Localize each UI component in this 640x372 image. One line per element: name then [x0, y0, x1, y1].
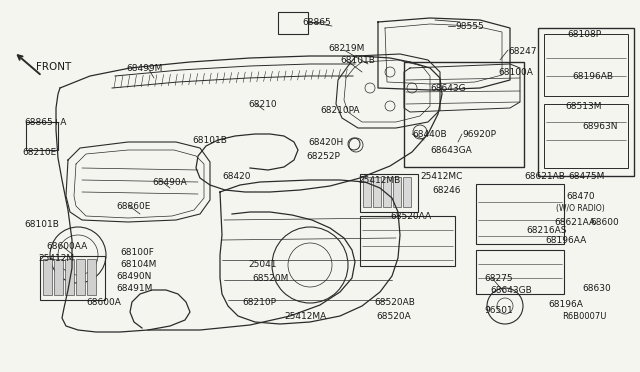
Text: 68520AA: 68520AA	[390, 212, 431, 221]
Text: 96920P: 96920P	[462, 130, 496, 139]
Bar	[538, 28, 634, 176]
Bar	[360, 174, 418, 212]
Bar	[40, 256, 105, 300]
Text: 25412MB: 25412MB	[358, 176, 400, 185]
Text: (W/O RADIO): (W/O RADIO)	[556, 204, 605, 213]
Text: 68963N: 68963N	[582, 122, 618, 131]
Text: 68104M: 68104M	[120, 260, 156, 269]
Text: 68275: 68275	[484, 274, 513, 283]
Bar	[278, 12, 308, 34]
Text: 68475M: 68475M	[568, 172, 604, 181]
Text: 25041: 25041	[248, 260, 276, 269]
Bar	[476, 250, 564, 294]
Text: 68210PA: 68210PA	[320, 106, 360, 115]
Text: 68216AS: 68216AS	[526, 226, 566, 235]
Text: 25412MA: 25412MA	[284, 312, 326, 321]
Text: 68600A: 68600A	[86, 298, 121, 307]
Text: 68196AA: 68196AA	[545, 236, 586, 245]
Text: 68520AB: 68520AB	[374, 298, 415, 307]
Bar	[26, 122, 58, 150]
Bar	[393, 177, 401, 207]
Text: 68600: 68600	[590, 218, 619, 227]
Text: 68252P: 68252P	[306, 152, 340, 161]
Text: 68246: 68246	[432, 186, 461, 195]
Bar	[65, 259, 74, 295]
Text: 68643GB: 68643GB	[490, 286, 532, 295]
Text: 68420: 68420	[222, 172, 250, 181]
Text: 68100F: 68100F	[120, 248, 154, 257]
Text: 25412MC: 25412MC	[420, 172, 462, 181]
Text: 68100A: 68100A	[498, 68, 533, 77]
Bar	[87, 259, 96, 295]
Text: 68499M: 68499M	[126, 64, 163, 73]
Bar	[383, 177, 391, 207]
Text: 68210: 68210	[248, 100, 276, 109]
Text: 68621AB: 68621AB	[524, 172, 565, 181]
Text: 68108P: 68108P	[567, 30, 601, 39]
Text: 68860E: 68860E	[116, 202, 150, 211]
Text: 68520A: 68520A	[376, 312, 411, 321]
Text: 68630: 68630	[582, 284, 611, 293]
Text: 68520M: 68520M	[252, 274, 289, 283]
Bar	[76, 259, 85, 295]
Text: 68210P: 68210P	[242, 298, 276, 307]
Text: 68621AA: 68621AA	[554, 218, 595, 227]
Text: 98555: 98555	[455, 22, 484, 31]
Text: 68420H: 68420H	[308, 138, 343, 147]
Text: 68101B: 68101B	[192, 136, 227, 145]
Text: 68247: 68247	[508, 47, 536, 56]
Text: 68219M: 68219M	[328, 44, 364, 53]
Text: 25412M: 25412M	[38, 254, 74, 263]
Bar	[54, 259, 63, 295]
Text: 68600AA: 68600AA	[46, 242, 87, 251]
Bar	[360, 216, 455, 266]
Text: 68196AB: 68196AB	[572, 72, 613, 81]
Text: 68490A: 68490A	[152, 178, 187, 187]
Text: 68865: 68865	[302, 18, 331, 27]
Bar	[476, 184, 564, 244]
Text: 68490N: 68490N	[116, 272, 152, 281]
Text: FRONT: FRONT	[36, 62, 71, 72]
Text: 68643G: 68643G	[430, 84, 466, 93]
Text: 68210E: 68210E	[22, 148, 56, 157]
Bar	[544, 34, 628, 96]
Text: 68470: 68470	[566, 192, 595, 201]
Text: 96501: 96501	[484, 306, 513, 315]
Text: 68101B: 68101B	[340, 56, 375, 65]
Bar	[403, 177, 411, 207]
Text: 68865+A: 68865+A	[24, 118, 67, 127]
Text: 68196A: 68196A	[548, 300, 583, 309]
Text: 68513M: 68513M	[565, 102, 602, 111]
Text: 68440B: 68440B	[412, 130, 447, 139]
Bar	[544, 104, 628, 168]
Bar	[43, 259, 52, 295]
Bar	[404, 62, 524, 167]
Text: R6B0007U: R6B0007U	[562, 312, 606, 321]
Text: 68101B: 68101B	[24, 220, 59, 229]
Bar	[363, 177, 371, 207]
Text: 68491M: 68491M	[116, 284, 152, 293]
Text: 68643GA: 68643GA	[430, 146, 472, 155]
Bar	[373, 177, 381, 207]
